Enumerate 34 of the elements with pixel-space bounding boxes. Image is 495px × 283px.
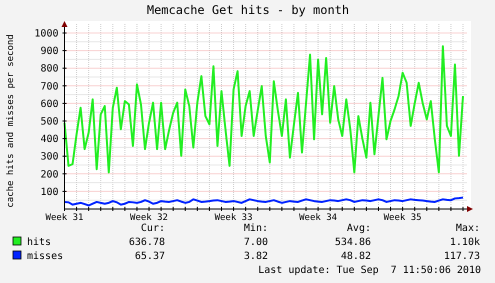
chart-title: Memcache Get hits - by month: [146, 3, 350, 17]
y-tick-label: 200: [40, 169, 58, 180]
x-tick-label: Week 32: [130, 213, 168, 223]
text: 117.73: [444, 251, 480, 262]
x-tick-label: Week 34: [299, 213, 338, 223]
y-tick-label: 900: [40, 46, 58, 58]
text: Min:: [244, 223, 268, 234]
x-tick-label: Week 33: [214, 213, 253, 223]
text: 1.10k: [450, 237, 480, 248]
y-tick-label: 1000: [34, 28, 58, 40]
text: Cur:: [140, 223, 165, 234]
text: 48.82: [340, 251, 371, 262]
y-tick-label: 600: [40, 98, 58, 110]
text: 65.37: [134, 251, 165, 262]
y-tick-label: 500: [40, 116, 58, 128]
text: Last update: Tue Sep 7 11:50:06 2010: [258, 265, 481, 276]
y-tick-label: 300: [40, 152, 58, 163]
y-tick-label: 100: [40, 186, 58, 198]
text: 7.00: [244, 237, 268, 248]
legend-label: misses: [27, 251, 64, 262]
x-tick-label: Week 31: [46, 213, 84, 223]
y-tick-label: 400: [40, 134, 58, 146]
y-axis-title: cache hits and misses per second: [6, 34, 16, 208]
text: Avg:: [346, 223, 371, 234]
y-tick-label: 800: [40, 64, 58, 75]
line-series: [64, 45, 464, 174]
x-tick-label: Week 35: [384, 213, 422, 223]
y-tick-label: 700: [40, 81, 58, 92]
text: 636.78: [128, 237, 165, 248]
text: Max:: [456, 223, 480, 234]
text: 534.86: [334, 237, 371, 248]
legend-label: hits: [27, 237, 52, 248]
text: 3.82: [244, 251, 268, 262]
line-series: [64, 196, 464, 206]
